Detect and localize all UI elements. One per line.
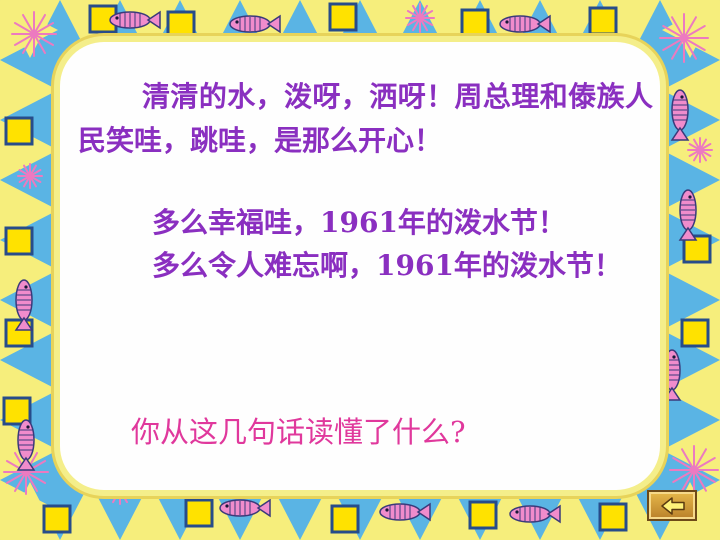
- paragraph-3: 多么令人难忘啊，1961年的泼水节！: [152, 249, 622, 282]
- back-button[interactable]: [647, 490, 697, 521]
- text-panel: [60, 42, 660, 490]
- paragraph-1: 清清的水，泼呀，洒呀！周总理和傣族人民笑哇，跳哇，是那么开心！: [78, 80, 653, 157]
- paragraph-2: 多么幸福哇，1961年的泼水节！: [152, 206, 566, 239]
- question-text: 你从这几句话读懂了什么?: [131, 415, 466, 449]
- back-arrow-icon: [661, 497, 685, 515]
